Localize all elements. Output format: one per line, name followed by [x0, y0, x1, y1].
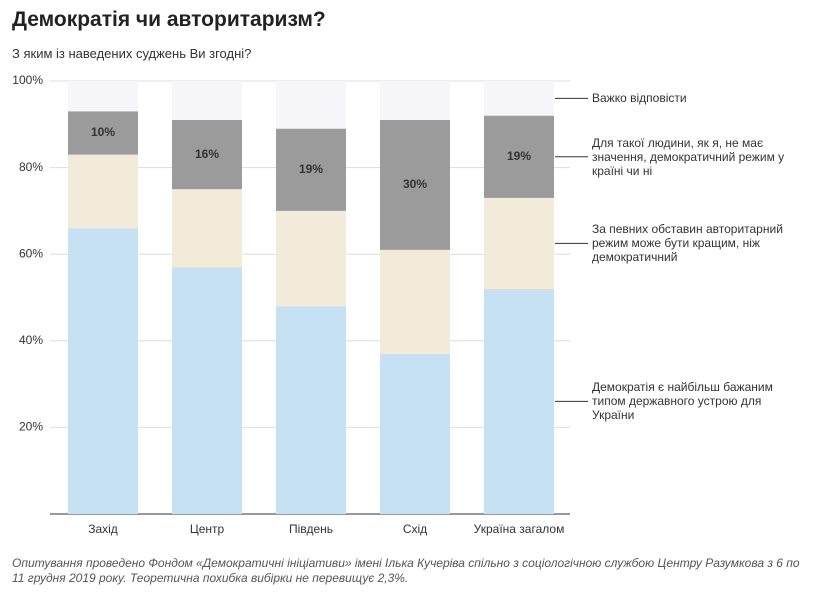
bar-segment: [380, 81, 450, 120]
y-tick-label: 20%: [19, 420, 43, 434]
bar-segment: [172, 81, 242, 120]
bar-segment: [172, 267, 242, 514]
bar-segment: [68, 154, 138, 229]
y-tick-label: 60%: [19, 246, 43, 260]
x-tick-label: Південь: [289, 522, 333, 536]
y-tick-label: 40%: [19, 333, 43, 347]
bar-segment: [484, 115, 554, 198]
x-tick-label: Україна загалом: [474, 522, 565, 536]
value-label: 30%: [403, 177, 427, 191]
bar-segment: [172, 119, 242, 190]
value-label: 19%: [299, 162, 323, 176]
value-label: 10%: [91, 125, 115, 139]
bar-segment: [484, 197, 554, 289]
bar-segment: [380, 353, 450, 514]
value-label: 19%: [507, 149, 531, 163]
y-tick-label: 80%: [19, 160, 43, 174]
bar-segment: [68, 81, 138, 112]
bar-segment: [68, 111, 138, 155]
chart-subtitle: З яким із наведених суджень Ви згодні?: [12, 46, 252, 61]
x-tick-label: Центр: [190, 522, 225, 536]
bar-segment: [276, 81, 346, 129]
chart-title: Демократія чи авторитаризм?: [12, 8, 326, 31]
bar-segment: [276, 128, 346, 211]
legend-label: Демократія є найбільш бажаним типом держ…: [592, 380, 773, 423]
bar-segment: [484, 81, 554, 116]
bar-segment: [380, 249, 450, 354]
bar-segment: [484, 288, 554, 514]
legend-label: Важко відповісти: [592, 91, 687, 106]
value-label: 16%: [195, 147, 219, 161]
y-tick-label: 100%: [12, 73, 43, 87]
footnote: Опитування проведено Фондом «Демократичн…: [12, 556, 800, 585]
legend-label: Для такої людини, як я, не має значення,…: [592, 135, 785, 178]
bar-segment: [276, 210, 346, 307]
bar-segment: [172, 189, 242, 268]
x-tick-label: Захід: [88, 522, 118, 536]
bar-segment: [68, 228, 138, 514]
x-tick-label: Схід: [403, 522, 427, 536]
bar-segment: [380, 119, 450, 250]
legend-label: За певних обставин авторитарний режим мо…: [592, 222, 783, 265]
bar-segment: [276, 306, 346, 514]
